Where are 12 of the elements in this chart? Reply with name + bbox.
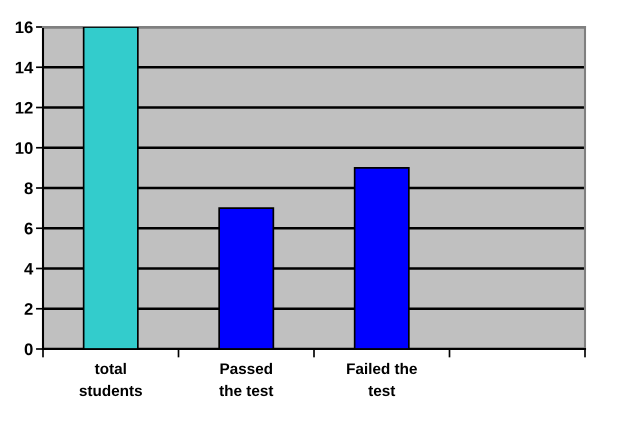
x-tick-label: Failed the test bbox=[347, 362, 417, 396]
y-tick-label: 6 bbox=[24, 222, 33, 234]
y-tick-label: 0 bbox=[24, 343, 33, 356]
y-tick-label: 10 bbox=[16, 142, 33, 154]
y-tick-label: 16 bbox=[16, 21, 33, 34]
x-tick-label: total students bbox=[79, 362, 142, 396]
y-tick-label: 12 bbox=[16, 102, 33, 114]
y-tick-label: 8 bbox=[24, 182, 33, 194]
y-tick-label: 14 bbox=[16, 62, 34, 74]
y-tick-label: 4 bbox=[24, 263, 34, 275]
y-tick-label: 2 bbox=[24, 303, 33, 315]
x-tick-label: Passed the test bbox=[219, 362, 274, 396]
